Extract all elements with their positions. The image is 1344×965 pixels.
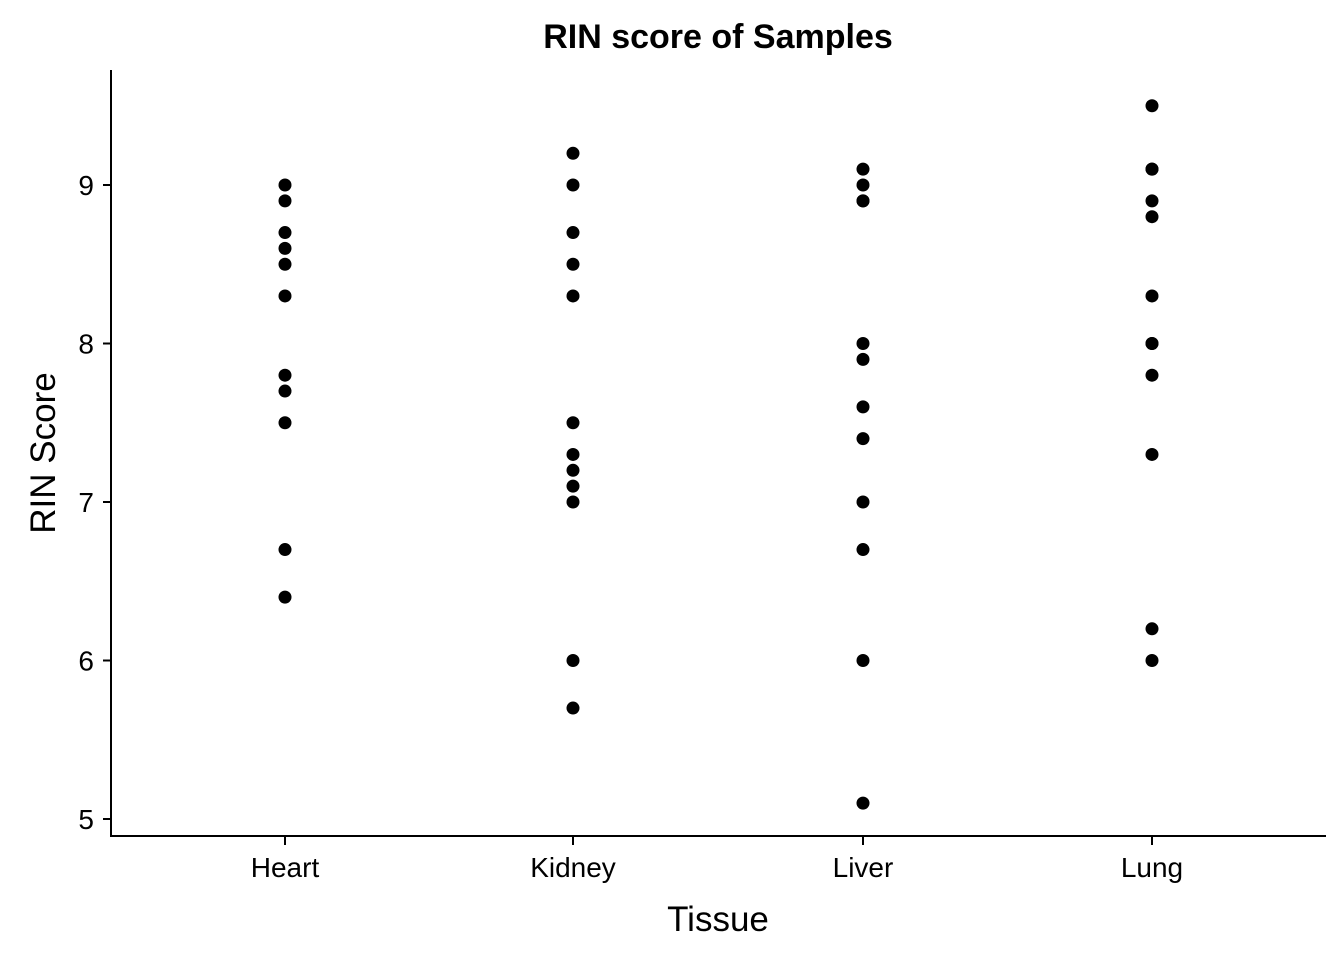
data-point-heart xyxy=(278,178,292,192)
data-points xyxy=(278,99,1159,810)
data-point-kidney xyxy=(566,654,580,667)
x-tick-label-heart: Heart xyxy=(251,852,320,883)
data-point-kidney xyxy=(566,463,580,477)
data-point-kidney xyxy=(566,701,580,715)
data-point-lung xyxy=(1145,99,1159,113)
data-point-liver xyxy=(856,796,870,810)
x-tick-label-lung: Lung xyxy=(1121,852,1183,883)
data-point-heart xyxy=(278,384,292,398)
y-tick-label: 5 xyxy=(78,804,94,835)
data-point-lung xyxy=(1145,210,1159,224)
data-point-kidney xyxy=(566,178,580,192)
data-point-heart xyxy=(278,241,292,255)
data-point-kidney xyxy=(566,257,580,271)
data-point-kidney xyxy=(566,146,580,160)
data-point-liver xyxy=(856,495,870,509)
data-point-lung xyxy=(1145,654,1159,667)
data-point-lung xyxy=(1145,289,1159,303)
data-point-liver xyxy=(856,178,870,192)
data-point-heart xyxy=(278,543,292,557)
data-point-heart xyxy=(278,368,292,382)
y-tick-label: 6 xyxy=(78,646,94,677)
y-tick-label: 8 xyxy=(78,329,94,360)
x-tick-label-liver: Liver xyxy=(833,852,894,883)
data-point-kidney xyxy=(566,479,580,493)
chart-title: RIN score of Samples xyxy=(543,18,893,56)
data-point-kidney xyxy=(566,447,580,461)
data-point-kidney xyxy=(566,416,580,430)
data-point-heart xyxy=(278,289,292,303)
data-point-lung xyxy=(1145,162,1159,176)
data-point-lung xyxy=(1145,368,1159,382)
data-point-liver xyxy=(856,162,870,176)
data-point-kidney xyxy=(566,495,580,509)
data-point-heart xyxy=(278,416,292,430)
data-point-lung xyxy=(1145,194,1159,208)
data-point-heart xyxy=(278,194,292,208)
x-ticks: Heart Kidney Liver Lung xyxy=(251,836,1183,883)
x-axis-title: Tissue xyxy=(667,900,769,939)
data-point-liver xyxy=(856,543,870,557)
data-point-liver xyxy=(856,352,870,366)
data-point-liver xyxy=(856,432,870,446)
data-point-kidney xyxy=(566,289,580,303)
y-tick-label: 9 xyxy=(78,170,94,201)
y-ticks: 5 6 7 8 9 xyxy=(78,170,111,835)
data-point-heart xyxy=(278,257,292,271)
data-point-liver xyxy=(856,654,870,667)
data-point-lung xyxy=(1145,447,1159,461)
data-point-lung xyxy=(1145,622,1159,636)
y-tick-label: 7 xyxy=(78,487,94,518)
data-point-kidney xyxy=(566,226,580,240)
data-point-heart xyxy=(278,226,292,240)
y-axis-title: RIN Score xyxy=(24,372,63,533)
data-point-liver xyxy=(856,194,870,208)
data-point-lung xyxy=(1145,337,1159,350)
data-point-liver xyxy=(856,400,870,414)
data-point-liver xyxy=(856,337,870,350)
data-point-heart xyxy=(278,590,292,604)
x-tick-label-kidney: Kidney xyxy=(530,852,616,883)
